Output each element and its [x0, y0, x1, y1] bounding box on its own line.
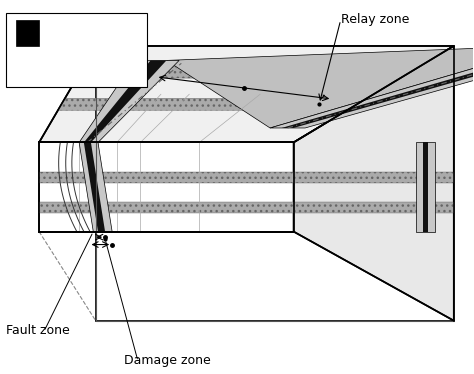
Polygon shape: [270, 46, 474, 128]
Text: Fault core: Fault core: [48, 53, 103, 63]
Polygon shape: [293, 172, 454, 183]
Polygon shape: [282, 46, 474, 128]
Text: Relay zone: Relay zone: [341, 12, 409, 25]
Polygon shape: [79, 61, 179, 142]
Polygon shape: [416, 142, 435, 232]
Polygon shape: [79, 142, 112, 232]
Polygon shape: [39, 202, 293, 213]
Polygon shape: [39, 142, 293, 232]
Polygon shape: [166, 46, 474, 128]
FancyBboxPatch shape: [16, 20, 39, 46]
FancyBboxPatch shape: [6, 12, 147, 87]
Text: Fault zone: Fault zone: [6, 324, 70, 337]
Text: Fault rock or: Fault rock or: [48, 24, 118, 34]
Polygon shape: [58, 98, 367, 110]
Polygon shape: [39, 172, 293, 183]
Polygon shape: [293, 202, 454, 213]
Polygon shape: [423, 142, 428, 232]
Polygon shape: [293, 46, 454, 321]
Text: Damage zone: Damage zone: [124, 354, 210, 367]
Polygon shape: [77, 66, 420, 78]
Polygon shape: [84, 61, 166, 142]
Polygon shape: [84, 142, 105, 232]
Polygon shape: [39, 46, 454, 142]
